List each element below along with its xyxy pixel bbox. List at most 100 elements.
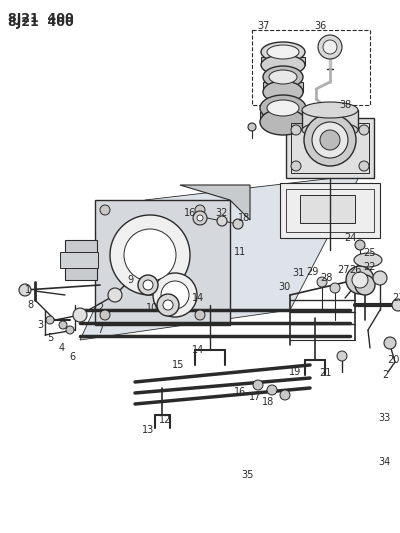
Circle shape <box>19 284 31 296</box>
Text: 3: 3 <box>37 320 43 330</box>
Circle shape <box>253 380 263 390</box>
Bar <box>280 183 380 238</box>
Bar <box>60 252 98 268</box>
Circle shape <box>143 280 153 290</box>
Ellipse shape <box>124 229 176 281</box>
Bar <box>300 195 355 223</box>
Text: 37: 37 <box>258 21 270 31</box>
Ellipse shape <box>161 281 189 309</box>
Circle shape <box>291 125 301 135</box>
Ellipse shape <box>354 253 382 267</box>
Text: 36: 36 <box>314 21 326 31</box>
Circle shape <box>352 272 368 288</box>
Circle shape <box>320 130 340 150</box>
Bar <box>252 30 370 105</box>
Ellipse shape <box>267 45 299 59</box>
Bar <box>261 57 305 65</box>
Circle shape <box>384 337 396 349</box>
Circle shape <box>323 40 337 54</box>
Text: 35: 35 <box>242 470 254 480</box>
Circle shape <box>197 215 203 221</box>
Text: 12: 12 <box>159 415 171 425</box>
Circle shape <box>157 294 179 316</box>
Circle shape <box>138 275 158 295</box>
Text: 24: 24 <box>344 233 356 243</box>
Circle shape <box>280 390 290 400</box>
Text: 30: 30 <box>278 282 290 292</box>
Circle shape <box>359 161 369 171</box>
Text: 5: 5 <box>47 333 53 343</box>
Text: 34: 34 <box>378 457 390 467</box>
Circle shape <box>330 283 340 293</box>
Circle shape <box>291 161 301 171</box>
Text: 18: 18 <box>238 213 250 223</box>
Text: 23: 23 <box>392 293 400 303</box>
Ellipse shape <box>260 95 306 121</box>
Text: 20: 20 <box>387 355 399 365</box>
Text: 2: 2 <box>97 303 103 313</box>
Bar <box>286 189 374 232</box>
Circle shape <box>312 122 348 158</box>
Text: 38: 38 <box>339 100 351 110</box>
Circle shape <box>163 300 173 310</box>
Circle shape <box>46 316 54 324</box>
Text: 13: 13 <box>142 425 154 435</box>
Polygon shape <box>80 175 360 340</box>
Text: 6: 6 <box>69 352 75 362</box>
Circle shape <box>346 266 374 294</box>
Circle shape <box>355 275 375 295</box>
Text: 26: 26 <box>349 265 361 275</box>
Circle shape <box>233 219 243 229</box>
Text: 19: 19 <box>289 367 301 377</box>
Text: 25: 25 <box>364 248 376 258</box>
Text: 2: 2 <box>382 370 388 380</box>
Text: 10: 10 <box>146 303 158 313</box>
Text: 18: 18 <box>262 397 274 407</box>
Ellipse shape <box>260 109 306 135</box>
Bar <box>286 118 374 178</box>
Ellipse shape <box>302 122 358 138</box>
Circle shape <box>59 321 67 329</box>
Circle shape <box>217 216 227 226</box>
Text: 4: 4 <box>59 343 65 353</box>
Ellipse shape <box>110 215 190 295</box>
Text: 31: 31 <box>292 268 304 278</box>
Circle shape <box>317 277 327 287</box>
Bar <box>65 240 97 280</box>
Text: 8J21  400: 8J21 400 <box>8 16 74 29</box>
Text: 1: 1 <box>25 285 31 295</box>
Text: 29: 29 <box>306 267 318 277</box>
Circle shape <box>100 310 110 320</box>
Bar <box>263 82 303 92</box>
Text: 32: 32 <box>216 208 228 218</box>
Circle shape <box>195 205 205 215</box>
Circle shape <box>337 351 347 361</box>
Text: 11: 11 <box>234 247 246 257</box>
Text: 8: 8 <box>27 300 33 310</box>
Ellipse shape <box>261 42 305 62</box>
Circle shape <box>318 35 342 59</box>
Text: 33: 33 <box>378 413 390 423</box>
Circle shape <box>193 211 207 225</box>
Text: 7: 7 <box>97 325 103 335</box>
Circle shape <box>195 310 205 320</box>
Ellipse shape <box>269 70 297 84</box>
Text: 14: 14 <box>192 345 204 355</box>
Text: 16: 16 <box>184 208 196 218</box>
Circle shape <box>66 326 74 334</box>
Text: 16: 16 <box>234 387 246 397</box>
Text: 14: 14 <box>192 293 204 303</box>
Polygon shape <box>95 200 230 325</box>
Text: 17: 17 <box>249 392 261 402</box>
Ellipse shape <box>153 273 197 317</box>
Circle shape <box>108 288 122 302</box>
Circle shape <box>248 123 256 131</box>
Circle shape <box>355 240 365 250</box>
Circle shape <box>359 125 369 135</box>
Ellipse shape <box>267 100 299 116</box>
Bar <box>291 123 369 173</box>
Bar <box>260 112 306 122</box>
Text: 9: 9 <box>127 275 133 285</box>
Ellipse shape <box>302 102 358 118</box>
Text: 22: 22 <box>364 262 376 272</box>
